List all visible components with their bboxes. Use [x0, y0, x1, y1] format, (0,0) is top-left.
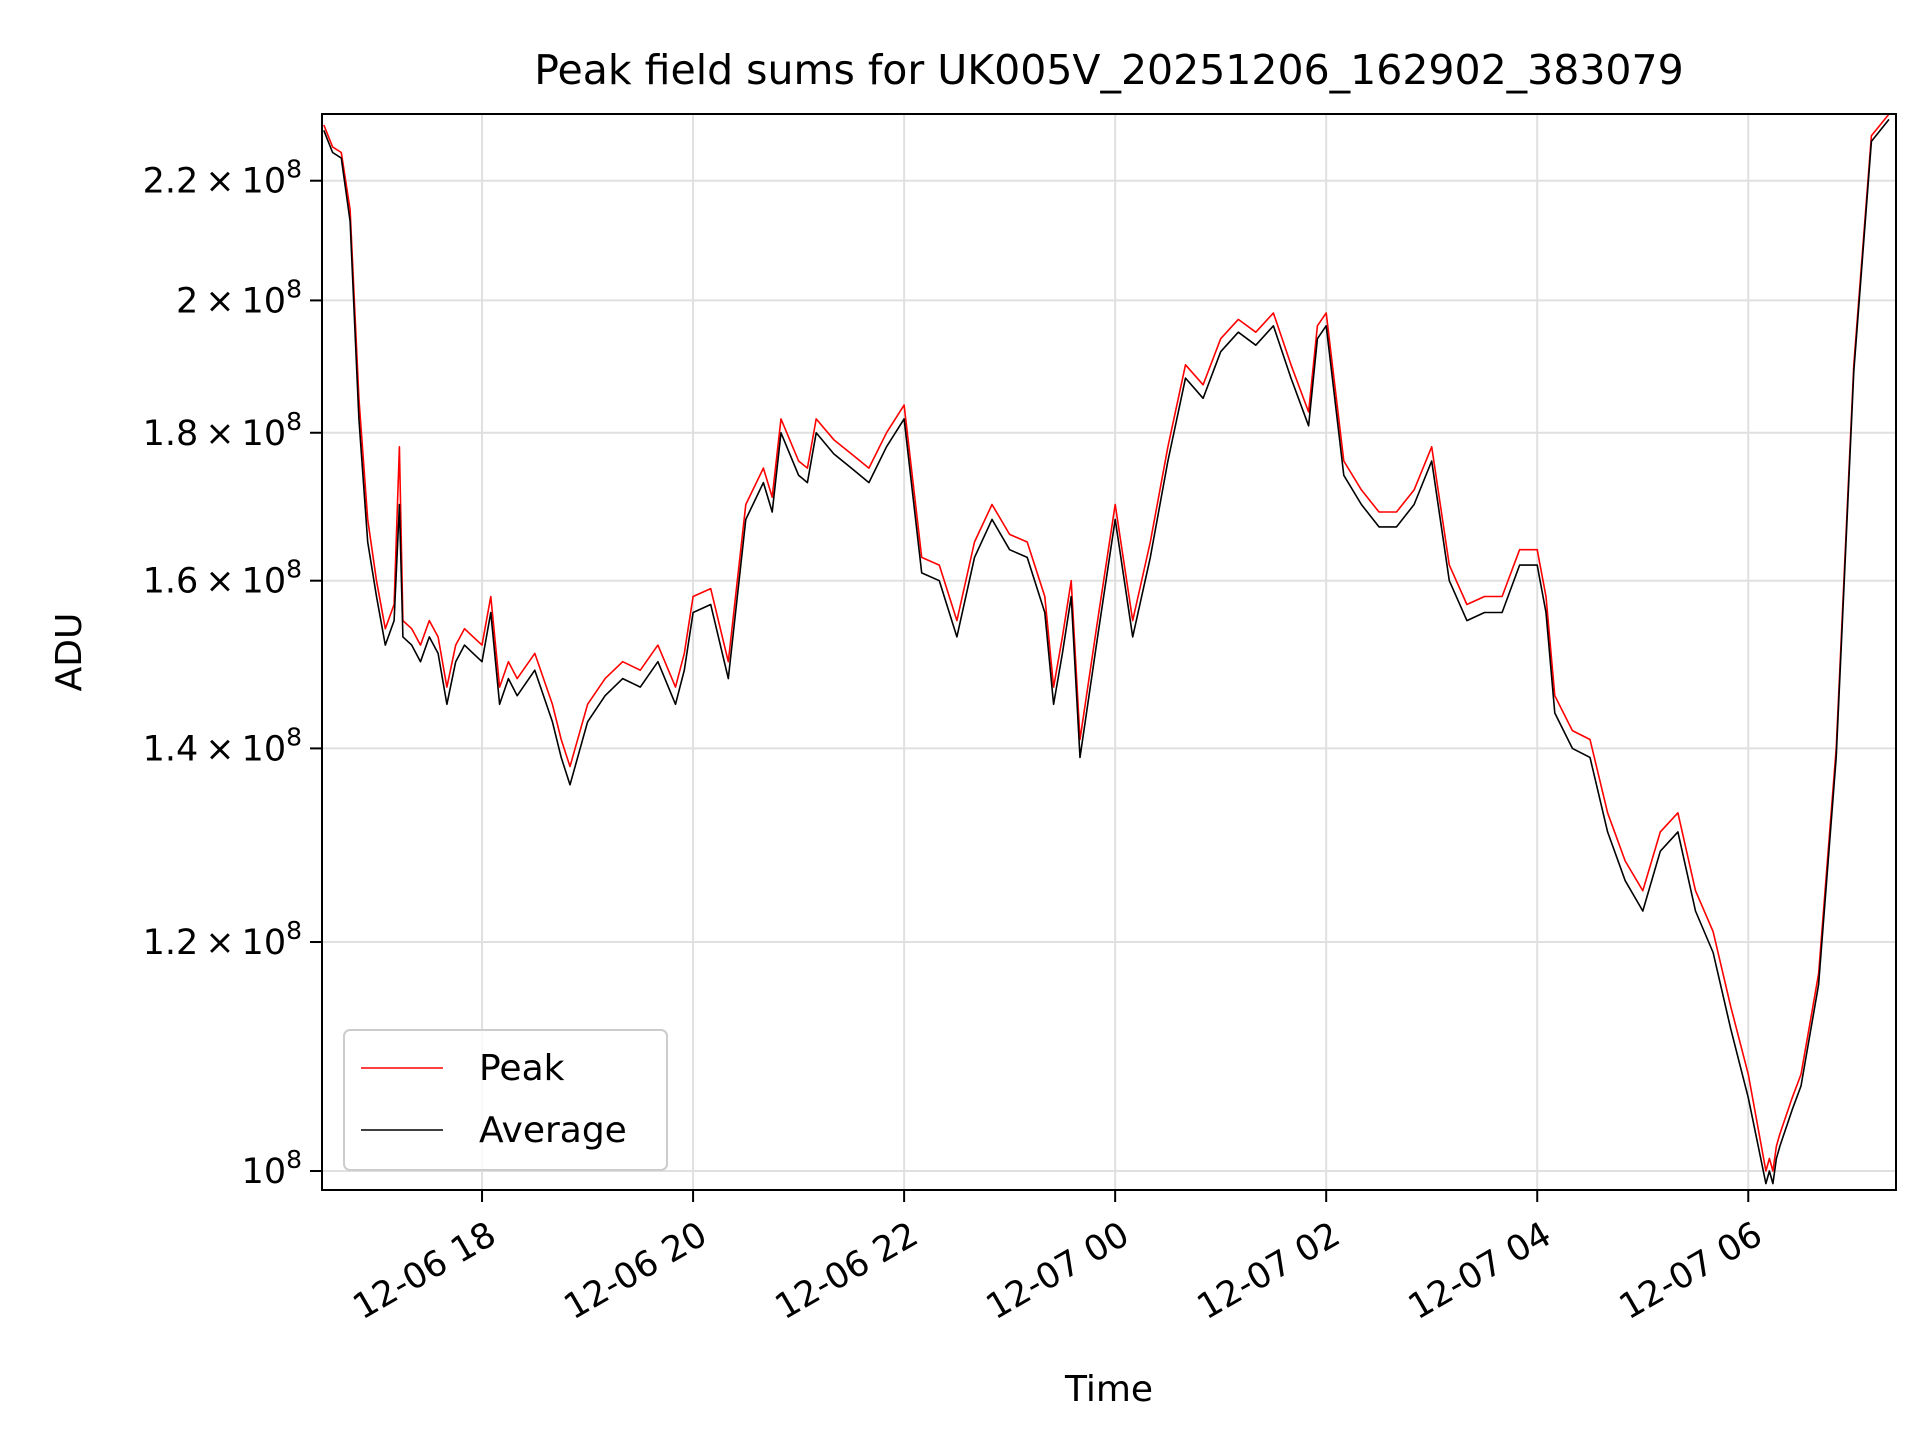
plot-frame — [321, 113, 1897, 1191]
y-axis: 108 1.2 × 108 1.4 × 108 1.6 × 108 1.8 × 108 2… — [143, 155, 322, 1192]
y-tick-label: 1.2 × 108 — [143, 916, 302, 963]
legend-label-average: Average — [479, 1110, 627, 1151]
y-tick-label: 2.2 × 108 — [143, 155, 302, 202]
y-tick-label: 2 × 108 — [176, 274, 302, 321]
y-tick-label: 1.6 × 108 — [143, 555, 302, 602]
y-tick-label: 1.8 × 108 — [143, 407, 302, 454]
y-axis-label: ADU — [49, 613, 90, 692]
y-tick-label: 108 — [242, 1145, 302, 1192]
legend-label-peak: Peak — [479, 1048, 565, 1089]
series-line-average — [323, 118, 1890, 1185]
series-line-peak — [323, 114, 1890, 1172]
y-tick-label: 1.4 × 108 — [143, 722, 302, 769]
grid — [322, 114, 1896, 1190]
plot-area — [323, 114, 1890, 1185]
legend: Peak Average — [343, 1029, 668, 1171]
chart-title: Peak field sums for UK005V_20251206_1629… — [534, 46, 1683, 94]
x-axis-label: Time — [1064, 1369, 1153, 1410]
legend-box — [343, 1029, 668, 1171]
